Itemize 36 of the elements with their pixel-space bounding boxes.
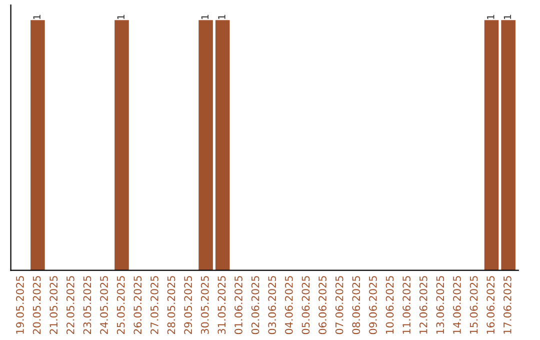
x-tick-label: 01.06.2025 — [234, 276, 242, 334]
x-tick-label: 07.06.2025 — [335, 276, 344, 334]
x-tick-label: 11.06.2025 — [402, 276, 410, 334]
x-tick-label: 30.05.2025 — [200, 276, 209, 334]
x-tick-label: 22.05.2025 — [66, 276, 74, 334]
data-label: 1 — [218, 14, 226, 20]
x-tick-label: 26.05.2025 — [134, 276, 142, 334]
data-label: 1 — [504, 14, 511, 20]
x-tick-label: 16.06.2025 — [486, 276, 495, 334]
x-tick-label: 31.05.2025 — [218, 276, 226, 334]
x-tick-label: 21.05.2025 — [50, 276, 58, 334]
x-tick-label: 14.06.2025 — [453, 276, 461, 334]
x-tick-label: 06.06.2025 — [318, 276, 326, 334]
x-tick-label: 12.06.2025 — [419, 276, 428, 334]
data-label: 1 — [201, 14, 208, 20]
data-label: 1 — [117, 14, 124, 20]
x-tick-label: 09.06.2025 — [368, 276, 377, 334]
x-tick-label: 27.05.2025 — [150, 276, 158, 334]
x-tick-label: 05.06.2025 — [302, 276, 310, 334]
x-tick-label: 02.06.2025 — [251, 276, 260, 334]
x-tick-label: 15.06.2025 — [470, 276, 478, 334]
x-tick-label: 20.05.2025 — [32, 276, 41, 334]
x-tick-label: 13.06.2025 — [436, 276, 444, 334]
data-label: 1 — [33, 14, 40, 20]
x-tick-label: 03.06.2025 — [268, 276, 276, 334]
data-label: 1 — [487, 14, 494, 20]
x-tick-label: 10.06.2025 — [386, 276, 394, 334]
x-tick-label: 08.06.2025 — [352, 276, 360, 334]
x-tick-label: 04.06.2025 — [284, 276, 293, 334]
x-tick-label: 29.05.2025 — [184, 276, 192, 334]
x-tick-label: 28.05.2025 — [167, 276, 176, 334]
x-tick-label: 19.05.2025 — [16, 276, 24, 334]
x-tick-label: 17.06.2025 — [503, 276, 512, 334]
x-tick-label: 24.05.2025 — [100, 276, 108, 334]
x-tick-label: 25.05.2025 — [116, 276, 125, 334]
x-tick-label: 23.05.2025 — [83, 276, 92, 334]
